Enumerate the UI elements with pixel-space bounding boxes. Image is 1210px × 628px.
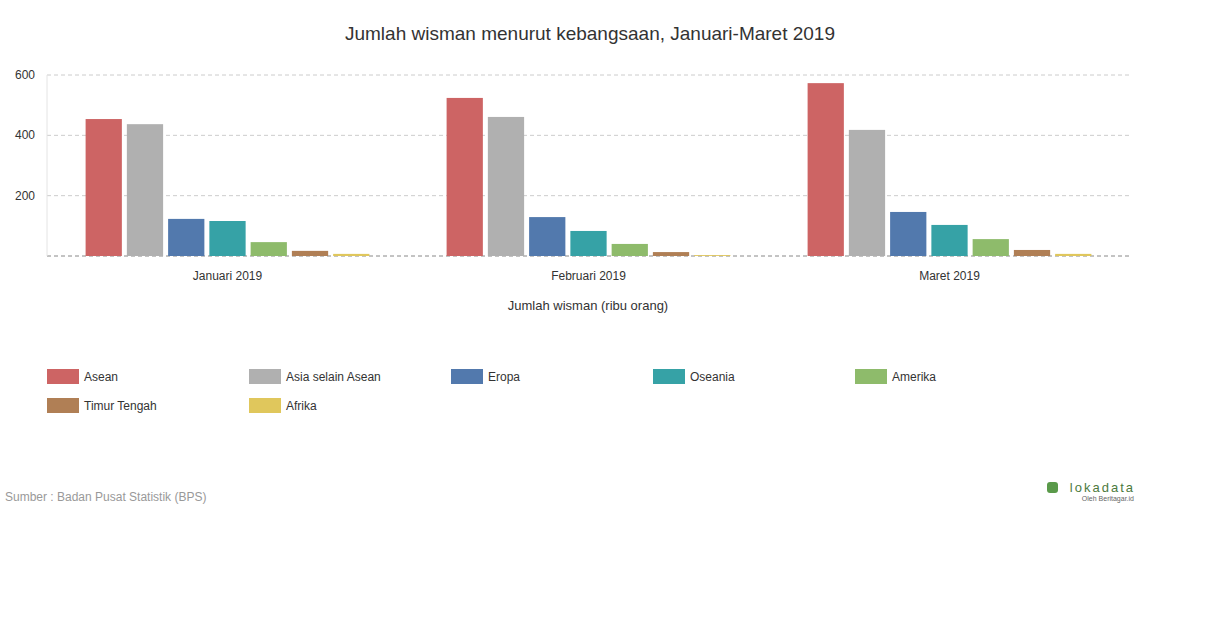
title: Jumlah wisman menurut kebangsaan, Januar… bbox=[345, 23, 835, 44]
bar bbox=[127, 124, 163, 256]
bar bbox=[292, 251, 328, 256]
bar bbox=[653, 252, 689, 256]
y-tick-label: 400 bbox=[15, 128, 35, 142]
chart: Jumlah wisman menurut kebangsaan, Januar… bbox=[0, 0, 1210, 628]
bar bbox=[808, 83, 844, 256]
legend-label: Eropa bbox=[488, 370, 520, 384]
bar bbox=[447, 98, 483, 256]
bar bbox=[849, 130, 885, 256]
bar bbox=[890, 212, 926, 256]
bar bbox=[973, 239, 1009, 256]
bar bbox=[333, 254, 369, 256]
bar bbox=[488, 117, 524, 256]
grid-line bbox=[47, 135, 1130, 136]
logo-icon bbox=[1047, 482, 1058, 493]
bar bbox=[931, 225, 967, 256]
legend-swatch bbox=[249, 369, 281, 384]
x-tick-label: Februari 2019 bbox=[551, 269, 626, 283]
x-tick-label: Maret 2019 bbox=[919, 269, 980, 283]
logo-text: lokadata bbox=[1070, 480, 1135, 495]
legend-swatch bbox=[47, 398, 79, 413]
legend-label: Oseania bbox=[690, 370, 735, 384]
legend-swatch bbox=[249, 398, 281, 413]
legend-label: Asean bbox=[84, 370, 118, 384]
legend-swatch bbox=[451, 369, 483, 384]
bar bbox=[612, 244, 648, 256]
bar bbox=[570, 231, 606, 256]
bar bbox=[1014, 250, 1050, 256]
x-tick-label: Januari 2019 bbox=[193, 269, 263, 283]
bar bbox=[694, 255, 730, 256]
legend-swatch bbox=[47, 369, 79, 384]
bar bbox=[1055, 254, 1091, 256]
bar bbox=[251, 242, 287, 256]
legend-label: Afrika bbox=[286, 399, 317, 413]
grid-line bbox=[47, 195, 1130, 196]
bar bbox=[86, 119, 122, 256]
legend-label: Asia selain Asean bbox=[286, 370, 381, 384]
grid-line bbox=[47, 75, 1130, 76]
x-axis-label: Jumlah wisman (ribu orang) bbox=[508, 298, 668, 313]
y-tick-label: 600 bbox=[15, 68, 35, 82]
legend-label: Amerika bbox=[892, 370, 936, 384]
legend-swatch bbox=[653, 369, 685, 384]
y-axis-line bbox=[47, 75, 48, 256]
bar bbox=[209, 221, 245, 256]
bar bbox=[168, 219, 204, 256]
legend-swatch bbox=[855, 369, 887, 384]
bar bbox=[529, 217, 565, 256]
logo-subtitle: Oleh Beritagar.id bbox=[1082, 495, 1134, 503]
legend-label: Timur Tengah bbox=[84, 399, 157, 413]
source: Sumber : Badan Pusat Statistik (BPS) bbox=[5, 490, 206, 504]
bars bbox=[86, 83, 1092, 256]
y-tick-label: 200 bbox=[15, 189, 35, 203]
